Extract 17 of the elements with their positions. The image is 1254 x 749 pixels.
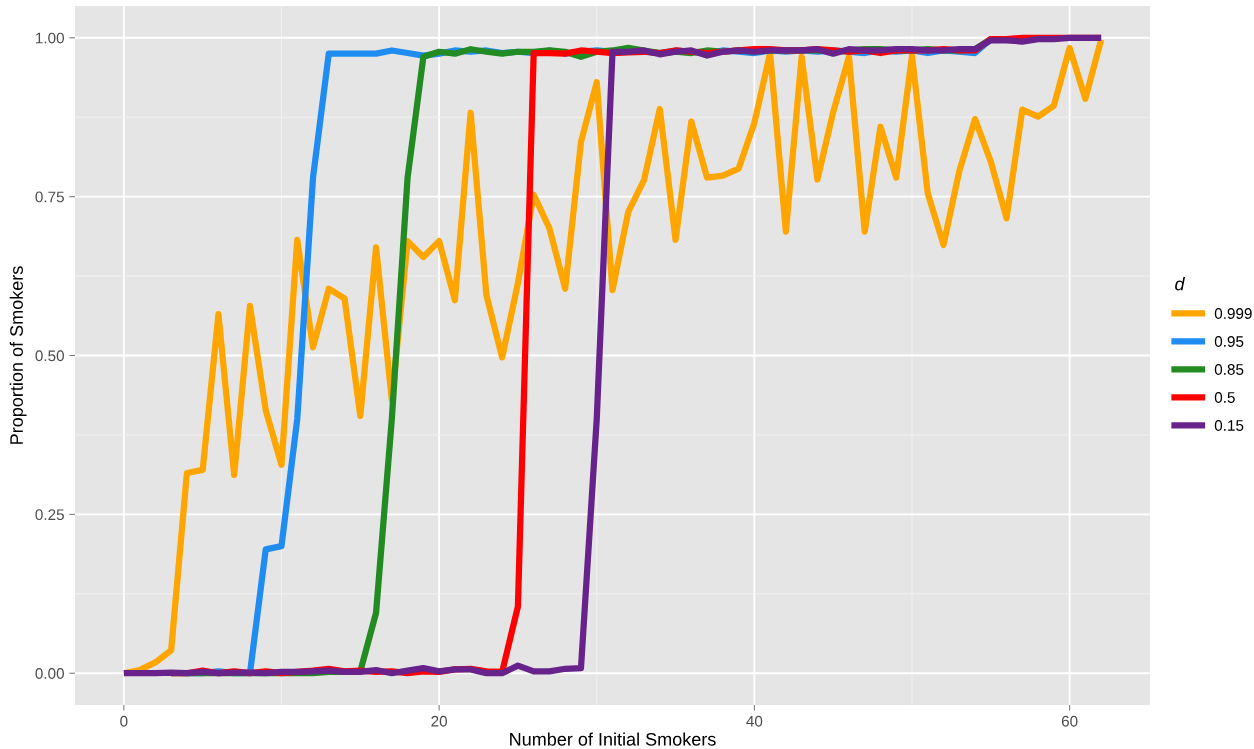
- x-axis-title: Number of Initial Smokers: [510, 732, 716, 746]
- x-tick-label: 20: [431, 715, 448, 727]
- x-tick-label: 60: [1061, 715, 1078, 727]
- y-tick-label: 0.00: [35, 668, 64, 679]
- y-tick-label: 0.50: [35, 350, 64, 362]
- x-tick-label: 40: [746, 715, 763, 727]
- y-axis-title: Proportion of Smokers: [9, 266, 27, 444]
- legend-label: 0.15: [1214, 420, 1244, 431]
- legend-label: 0.95: [1214, 336, 1244, 347]
- x-tick-label: 0: [120, 715, 128, 727]
- y-tick-label: 0.75: [35, 191, 64, 203]
- legend-title: d: [1175, 277, 1186, 291]
- legend-label: 0.999: [1214, 308, 1252, 319]
- y-tick-label: 1.00: [36, 32, 64, 44]
- legend-label: 0.5: [1214, 392, 1235, 403]
- legend-label: 0.85: [1214, 364, 1244, 375]
- y-tick-label: 0.25: [35, 509, 64, 521]
